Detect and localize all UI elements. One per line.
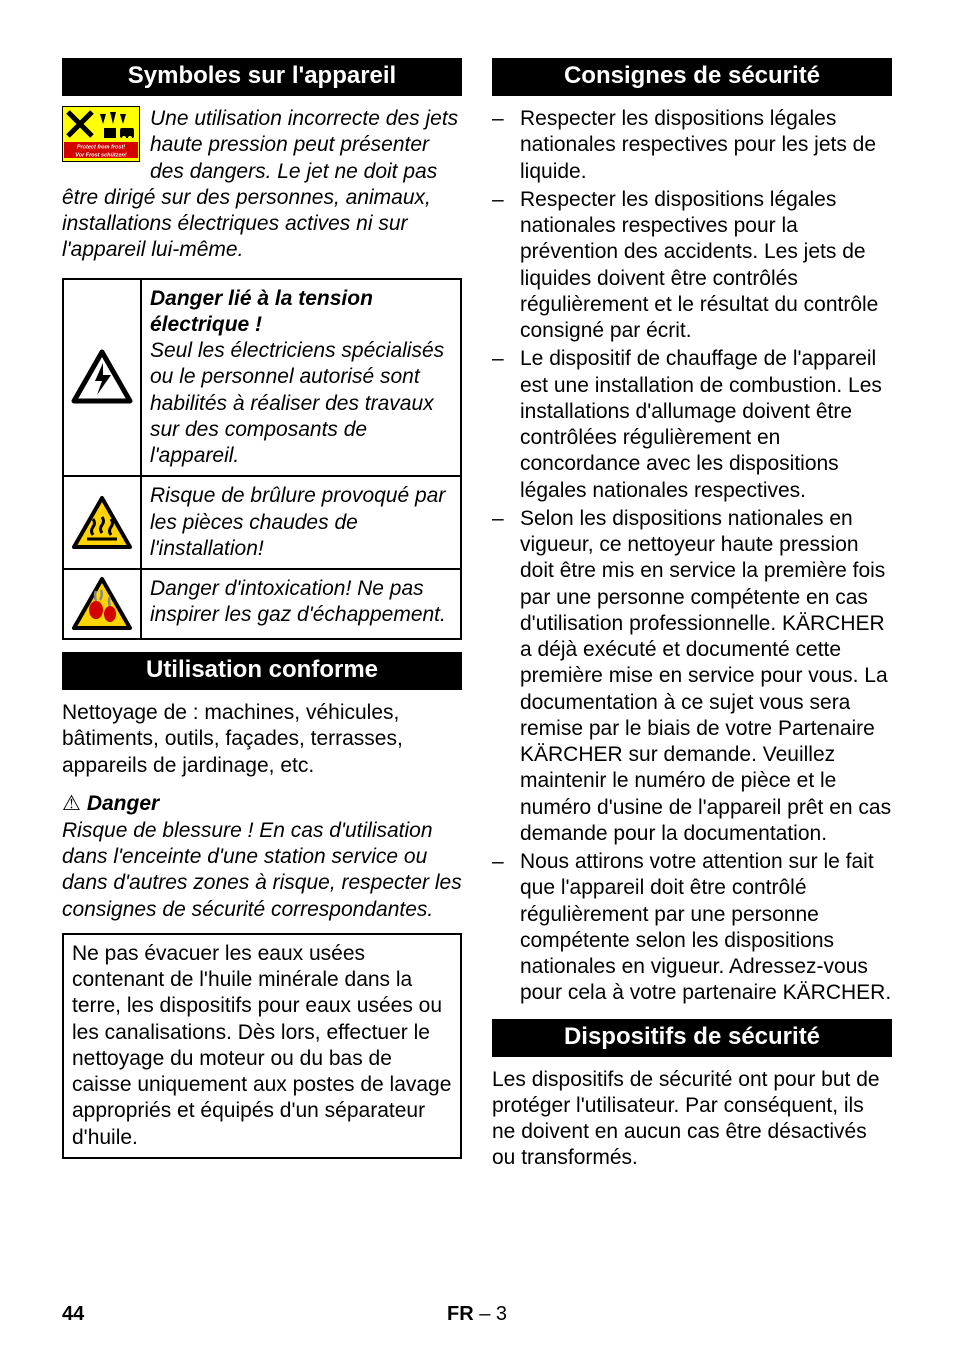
warning-triangle-icon: ⚠ xyxy=(62,792,81,815)
section-header-utilisation: Utilisation conforme xyxy=(62,652,462,690)
oil-separator-note: Ne pas évacuer les eaux usées contenant … xyxy=(62,933,462,1159)
bullet-dash: – xyxy=(492,849,520,1007)
page-number: 44 xyxy=(62,1303,84,1326)
consigne-item: Respecter les dispositions légales natio… xyxy=(520,106,892,185)
warning-body: Danger d'intoxication! Ne pas inspirer l… xyxy=(150,577,446,626)
warning-cell-electrical: Danger lié à la tension électrique ! Seu… xyxy=(141,279,461,477)
bullet-dash: – xyxy=(492,106,520,185)
bullet-dash: – xyxy=(492,187,520,345)
warning-title: Danger lié à la tension électrique ! xyxy=(150,287,373,336)
section-header-dispositifs: Dispositifs de sécurité xyxy=(492,1019,892,1057)
consignes-list: –Respecter les dispositions légales nati… xyxy=(492,106,892,1007)
warnings-table: Danger lié à la tension électrique ! Seu… xyxy=(62,278,462,641)
consigne-item: Nous attirons votre attention sur le fai… xyxy=(520,849,892,1007)
bullet-dash: – xyxy=(492,346,520,504)
dispositifs-body: Les dispositifs de sécurité ont pour but… xyxy=(492,1067,892,1172)
hot-surface-warning-icon xyxy=(63,476,141,569)
toxic-gas-warning-icon xyxy=(63,569,141,639)
section-header-consignes: Consignes de sécurité xyxy=(492,58,892,96)
footer-lang: FR – 3 xyxy=(447,1303,507,1326)
footer-lang-code: FR xyxy=(447,1303,474,1325)
danger-label: Danger xyxy=(87,792,159,815)
frost-protection-icon: Protect from frost! Vor Frost schützen! xyxy=(62,106,140,162)
utilisation-body: Nettoyage de : machines, véhicules, bâti… xyxy=(62,700,462,779)
section-header-symboles: Symboles sur l'appareil xyxy=(62,58,462,96)
bullet-dash: – xyxy=(492,506,520,847)
danger-heading: ⚠ Danger xyxy=(62,791,462,816)
footer-sub: – 3 xyxy=(479,1303,507,1325)
electrical-warning-icon xyxy=(63,279,141,477)
page-footer: 44 FR – 3 xyxy=(62,1303,892,1326)
warning-cell-burn: Risque de brûlure provoqué par les pièce… xyxy=(141,476,461,569)
svg-text:Protect from frost!: Protect from frost! xyxy=(77,145,125,151)
intro-symboles: Protect from frost! Vor Frost schützen! … xyxy=(62,106,462,264)
consigne-item: Le dispositif de chauffage de l'appareil… xyxy=(520,346,892,504)
warning-body: Risque de brûlure provoqué par les pièce… xyxy=(150,484,445,560)
consigne-item: Respecter les dispositions légales natio… xyxy=(520,187,892,345)
danger-body: Risque de blessure ! En cas d'utilisatio… xyxy=(62,818,462,923)
consigne-item: Selon les dispositions nationales en vig… xyxy=(520,506,892,847)
warning-cell-toxic: Danger d'intoxication! Ne pas inspirer l… xyxy=(141,569,461,639)
svg-text:Vor Frost schützen!: Vor Frost schützen! xyxy=(75,153,127,159)
warning-body: Seul les électriciens spécialisés ou le … xyxy=(150,339,444,467)
